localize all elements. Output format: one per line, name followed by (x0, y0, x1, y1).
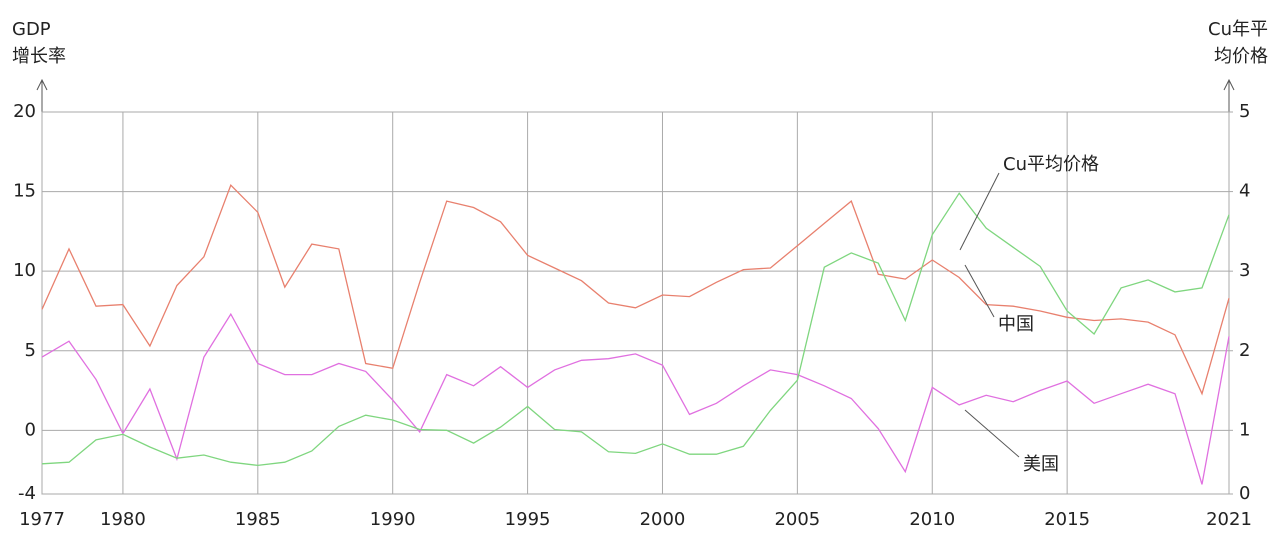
y-tick-label: -4 (18, 483, 36, 504)
x-tick-label: 2021 (1206, 509, 1252, 530)
leader-line (964, 264, 995, 318)
y-label: 增长率 (12, 46, 66, 67)
y2-tick-label: 4 (1239, 181, 1250, 202)
data-line (41, 184, 1230, 396)
y2-tick-label: 1 (1239, 419, 1250, 440)
y2-tick-label: 2 (1239, 340, 1250, 361)
y-tick-label: 15 (13, 181, 36, 202)
y-tick-label: 5 (25, 340, 36, 361)
series-label: 中国 (998, 314, 1034, 335)
leader-line (964, 409, 1020, 458)
x-tick-label: 1980 (100, 509, 146, 530)
y2-tick-label: 0 (1239, 483, 1250, 504)
series-label: Cu平均价格 (1003, 154, 1099, 175)
y2-label: Cu年平 (1208, 19, 1268, 40)
y2-axis-arrow (1223, 78, 1235, 112)
y2-tick-label: 5 (1239, 101, 1250, 122)
x-tick-label: 2005 (774, 509, 820, 530)
data-line (41, 312, 1230, 485)
x-tick-label: 2010 (909, 509, 955, 530)
data-line (41, 192, 1230, 467)
x-tick-label: 2000 (640, 509, 686, 530)
y-tick-label: 20 (13, 101, 36, 122)
y2-tick-label: 3 (1239, 260, 1250, 281)
x-tick-label: 1977 (19, 509, 65, 530)
y2-label: 均价格 (1214, 46, 1268, 67)
x-tick-label: 1985 (235, 509, 281, 530)
y-tick-label: 0 (25, 419, 36, 440)
x-tick-label: 1995 (505, 509, 551, 530)
series-label: 美国 (1023, 454, 1059, 475)
y-tick-label: 10 (13, 260, 36, 281)
y-axis-arrow (36, 78, 48, 112)
x-tick-label: 2015 (1044, 509, 1090, 530)
y-label: GDP (12, 19, 51, 40)
leader-line (959, 172, 1000, 251)
x-tick-label: 1990 (370, 509, 416, 530)
